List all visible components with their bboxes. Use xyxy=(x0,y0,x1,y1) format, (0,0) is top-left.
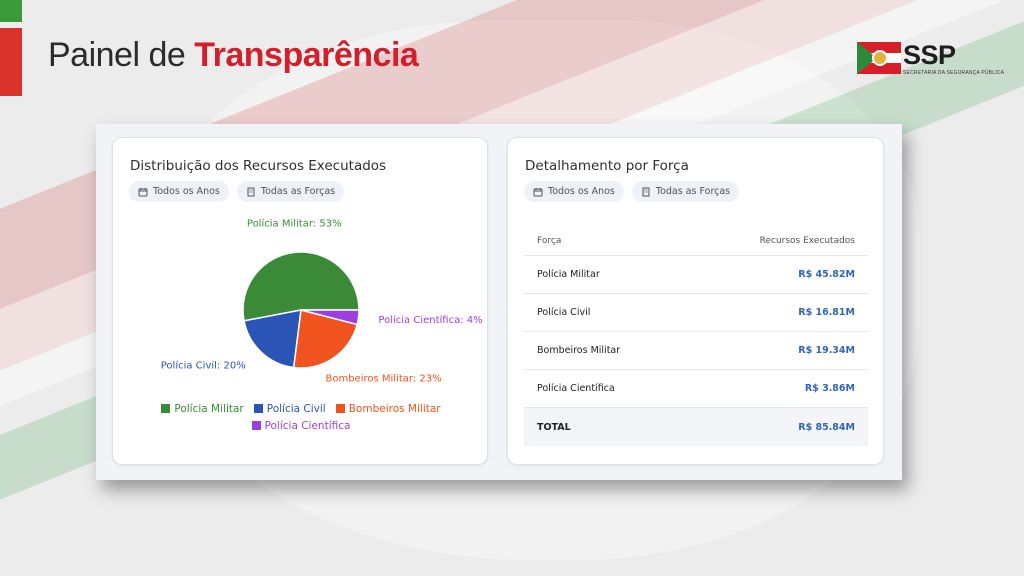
detail-filters: Todos os Anos Todas as Forças xyxy=(524,181,740,202)
row-value: R$ 16.81M xyxy=(798,307,855,318)
pie-slice[interactable] xyxy=(292,309,359,369)
corner-red-block xyxy=(0,28,22,96)
legend-swatch xyxy=(253,404,263,413)
legend-row: Polícia Militar Polícia Civil Bombeiros Mi… xyxy=(113,400,489,417)
distribution-card: Distribuição dos Recursos Executados Tod… xyxy=(112,137,488,465)
distribution-filters: Todos os Anos Todas as Forças xyxy=(129,181,345,202)
force-filter-label: Todas as Forças xyxy=(260,186,336,197)
detail-force-filter-chip[interactable]: Todas as Forças xyxy=(631,181,740,202)
logo-text: SSP xyxy=(903,40,956,70)
calendar-icon xyxy=(138,187,148,196)
pie-slice-label: Polícia Científica: 4% xyxy=(378,314,482,326)
pie-slice[interactable] xyxy=(242,251,360,322)
row-force: Polícia Civil xyxy=(537,307,591,318)
row-force: Polícia Científica xyxy=(537,383,615,394)
row-force: Polícia Militar xyxy=(537,269,600,280)
calendar-icon xyxy=(533,187,543,196)
pie-slice-label: Polícia Militar: 53% xyxy=(247,217,342,229)
table-row: Polícia Civil R$ 16.81M xyxy=(524,294,868,332)
row-value: R$ 3.86M xyxy=(804,383,855,394)
detail-force-filter-label: Todas as Forças xyxy=(655,186,731,197)
legend-swatch xyxy=(251,421,261,430)
total-label: TOTAL xyxy=(537,421,571,433)
legend-label: Polícia Militar xyxy=(174,402,244,415)
year-filter-chip[interactable]: Todos os Anos xyxy=(129,181,229,202)
detail-year-filter-label: Todos os Anos xyxy=(548,186,615,197)
pie-slice-label: Polícia Civil: 20% xyxy=(161,359,246,371)
corner-green-block xyxy=(0,0,22,22)
building-icon xyxy=(642,187,650,196)
pie-chart: Polícia Militar: 53% Polícia Civil: 20% Bo… xyxy=(161,217,483,385)
detail-year-filter-chip[interactable]: Todos os Anos xyxy=(524,181,624,202)
row-force: Bombeiros Militar xyxy=(537,345,621,356)
legend-item[interactable]: Polícia Civil xyxy=(253,402,326,415)
year-filter-label: Todos os Anos xyxy=(153,186,220,197)
column-header-resources: Recursos Executados xyxy=(759,235,855,246)
page-title-part2: Transparência xyxy=(194,36,419,74)
state-flag-icon xyxy=(857,42,901,74)
legend-label: Polícia Civil xyxy=(266,402,326,415)
legend-label: Polícia Científica xyxy=(264,419,351,432)
page-title: Painel de Transparência xyxy=(48,36,419,75)
table-header: Força Recursos Executados xyxy=(524,226,868,256)
table-total-row: TOTAL R$ 85.84M xyxy=(524,408,868,446)
total-value: R$ 85.84M xyxy=(798,421,855,433)
pie-legend: Polícia Militar Polícia Civil Bombeiros Mi… xyxy=(113,400,489,434)
distribution-card-title: Distribuição dos Recursos Executados xyxy=(130,158,387,174)
pie-slice-label: Bombeiros Militar: 23% xyxy=(325,374,441,385)
page-title-part1: Painel de xyxy=(48,36,186,74)
detail-card-title: Detalhamento por Força xyxy=(525,158,689,174)
building-icon xyxy=(247,187,255,196)
legend-item[interactable]: Bombeiros Militar xyxy=(335,402,441,415)
column-header-force: Força xyxy=(537,235,562,246)
legend-item[interactable]: Polícia Científica xyxy=(251,419,351,432)
detail-table: Força Recursos Executados Polícia Milita… xyxy=(524,226,868,446)
legend-swatch xyxy=(161,404,171,413)
legend-row: Polícia Científica xyxy=(113,417,489,434)
table-row: Bombeiros Militar R$ 19.34M xyxy=(524,332,868,370)
logo-subtitle: SECRETARIA DA SEGURANÇA PÚBLICA xyxy=(903,70,1005,76)
pie-slice[interactable] xyxy=(300,309,360,326)
legend-swatch xyxy=(335,404,345,413)
legend-item[interactable]: Polícia Militar xyxy=(161,402,244,415)
table-row: Polícia Científica R$ 3.86M xyxy=(524,370,868,408)
force-filter-chip[interactable]: Todas as Forças xyxy=(236,181,345,202)
row-value: R$ 45.82M xyxy=(798,269,855,280)
detail-card: Detalhamento por Força Todos os Anos Tod… xyxy=(507,137,884,465)
row-value: R$ 19.34M xyxy=(798,345,855,356)
legend-label: Bombeiros Militar xyxy=(348,402,441,415)
ssp-logo: SSP SECRETARIA DA SEGURANÇA PÚBLICA xyxy=(857,40,1004,78)
pie-slice[interactable] xyxy=(243,309,302,369)
dashboard-panel: Distribuição dos Recursos Executados Tod… xyxy=(96,124,902,480)
table-row: Polícia Militar R$ 45.82M xyxy=(524,256,868,294)
